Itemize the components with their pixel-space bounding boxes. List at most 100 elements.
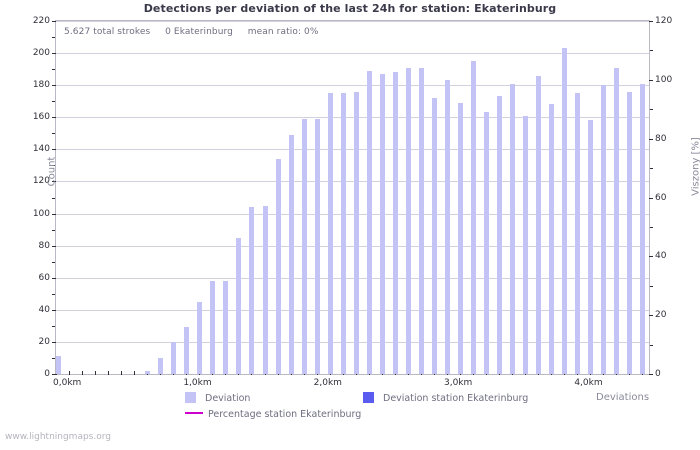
y-tick-right bbox=[650, 226, 653, 228]
bar bbox=[640, 83, 646, 374]
bar bbox=[510, 83, 516, 374]
x-tick-label: 1,0km bbox=[183, 378, 212, 388]
bar bbox=[627, 91, 633, 374]
bar bbox=[223, 280, 229, 374]
y-tick-right bbox=[650, 344, 653, 346]
y-tick-left bbox=[52, 374, 56, 375]
y-tick-label-right: 100 bbox=[655, 74, 673, 85]
gridline bbox=[56, 181, 649, 183]
y-tick-left bbox=[52, 53, 56, 55]
bar bbox=[158, 357, 164, 374]
bar bbox=[145, 370, 151, 374]
bar bbox=[249, 207, 255, 374]
bar bbox=[458, 102, 464, 374]
y-tick-label-left: 0 bbox=[44, 369, 50, 379]
y-tick-left bbox=[52, 213, 56, 215]
y-tick-right bbox=[649, 374, 653, 375]
y-tick-label-right: 40 bbox=[655, 251, 667, 262]
bar bbox=[197, 301, 203, 374]
bar bbox=[262, 205, 268, 374]
x-tick-label: 4,0km bbox=[574, 378, 603, 388]
x-tick bbox=[121, 371, 123, 375]
y-tick-left bbox=[52, 165, 55, 167]
y-tick-left bbox=[52, 277, 56, 279]
bar bbox=[588, 120, 594, 374]
bar bbox=[327, 93, 333, 374]
y-tick-left bbox=[52, 197, 55, 199]
y-tick-left bbox=[52, 341, 56, 343]
footer-watermark: www.lightningmaps.org bbox=[5, 432, 111, 442]
legend-item[interactable]: Percentage station Ekaterinburg bbox=[185, 409, 361, 420]
y-tick-left bbox=[52, 149, 56, 151]
bar bbox=[171, 341, 177, 374]
bar bbox=[236, 237, 242, 374]
y-tick-label-right: 20 bbox=[655, 310, 667, 321]
bar bbox=[56, 356, 61, 374]
bar bbox=[444, 80, 450, 374]
bar bbox=[314, 118, 320, 374]
y-tick-label-left: 40 bbox=[38, 304, 50, 315]
y-tick-label-left: 20 bbox=[38, 336, 50, 347]
stats-annotation: 5.627 total strokes 0 Ekaterinburg mean … bbox=[64, 27, 319, 37]
y-tick-label-left: 220 bbox=[32, 16, 50, 26]
y-tick-left bbox=[52, 69, 55, 71]
y-tick-right bbox=[649, 138, 653, 140]
y-tick-left bbox=[52, 133, 55, 135]
gridline bbox=[56, 309, 649, 311]
y-tick-left bbox=[52, 309, 56, 311]
gridline bbox=[56, 213, 649, 215]
bar-series bbox=[56, 21, 649, 374]
bar bbox=[471, 61, 477, 374]
y-tick-label-left: 140 bbox=[32, 144, 50, 155]
bar bbox=[405, 67, 411, 374]
bar bbox=[379, 73, 385, 374]
legend-color-swatch bbox=[363, 392, 374, 403]
y-tick-label-right: 0 bbox=[655, 369, 661, 379]
y-tick-right bbox=[649, 315, 653, 317]
bar bbox=[497, 96, 503, 374]
y-tick-label-left: 160 bbox=[32, 112, 50, 123]
bar bbox=[484, 112, 490, 374]
y-tick-label-left: 80 bbox=[38, 240, 50, 251]
legend-line-swatch bbox=[185, 412, 203, 414]
y-tick-right bbox=[649, 79, 653, 81]
x-tick bbox=[108, 371, 110, 375]
y-tick-label-left: 100 bbox=[32, 208, 50, 219]
y-tick-label-right: 80 bbox=[655, 133, 667, 144]
y-tick-right bbox=[650, 168, 653, 170]
bar bbox=[601, 85, 607, 374]
plot-area: 0 20 40 60 80 100 120 140 160 180 200 220 0 20 40 60 80 1… bbox=[33, 16, 700, 379]
chart-legend: Deviation Deviation station Ekaterinburg P… bbox=[0, 392, 700, 432]
y-tick-left bbox=[52, 117, 56, 119]
bar bbox=[418, 67, 424, 374]
bar bbox=[392, 72, 398, 374]
page-title: Detections per deviation of the last 24h… bbox=[143, 2, 557, 15]
bar bbox=[536, 75, 542, 374]
bar bbox=[275, 159, 281, 374]
bar bbox=[184, 327, 190, 374]
y-tick-label-right: 60 bbox=[655, 192, 667, 203]
y-axis-label-right: Viszony [%] bbox=[690, 137, 700, 196]
gridline bbox=[56, 53, 649, 55]
gridline bbox=[56, 245, 649, 247]
y-tick-left bbox=[52, 245, 56, 247]
gridline bbox=[56, 341, 649, 343]
legend-item[interactable]: Deviation station Ekaterinburg bbox=[363, 392, 528, 404]
x-tick bbox=[82, 371, 84, 375]
legend-item[interactable]: Deviation bbox=[185, 392, 250, 404]
y-tick-left bbox=[52, 293, 55, 295]
y-tick-right bbox=[649, 197, 653, 199]
y-tick-label-left: 120 bbox=[32, 176, 50, 187]
gridline bbox=[56, 149, 649, 151]
gridline bbox=[56, 117, 649, 119]
x-tick bbox=[95, 371, 97, 375]
y-tick-left bbox=[52, 325, 55, 327]
y-tick-left bbox=[52, 37, 55, 39]
bar bbox=[431, 98, 437, 374]
bar bbox=[523, 115, 529, 374]
bar bbox=[366, 70, 372, 374]
y-tick-left bbox=[52, 101, 55, 103]
x-tick-label: 3,0km bbox=[443, 378, 473, 388]
bar bbox=[353, 91, 359, 374]
